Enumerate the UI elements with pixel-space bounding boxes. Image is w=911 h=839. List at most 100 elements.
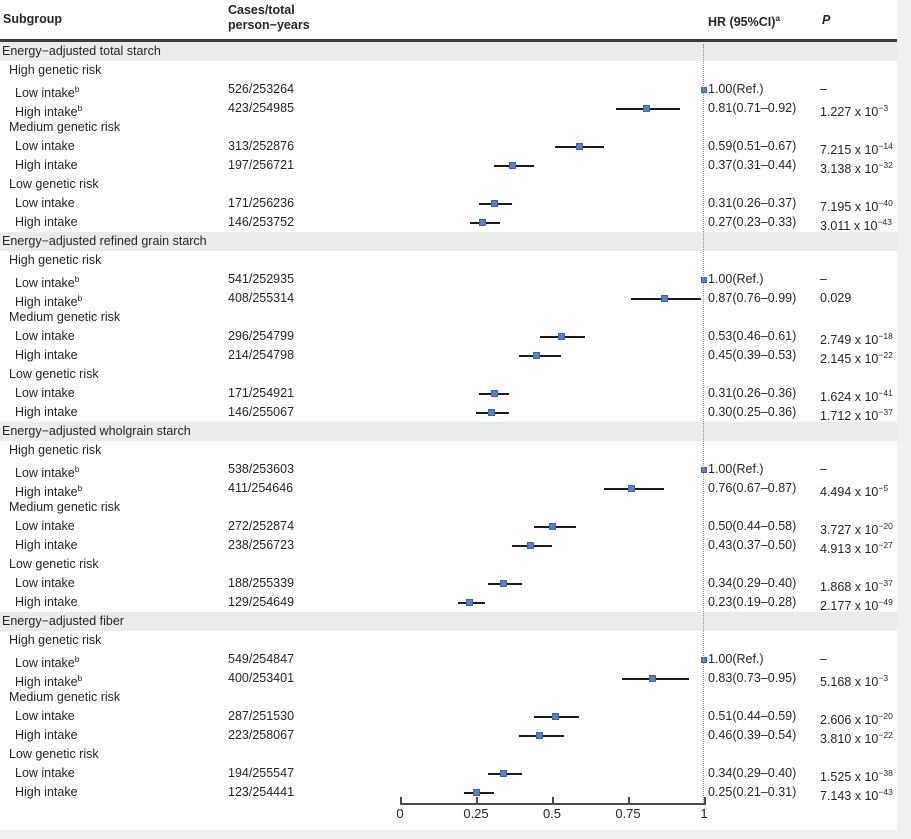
point-estimate-marker — [490, 389, 498, 397]
cases-total: 287/251530 — [228, 709, 295, 723]
cases-total: 272/252874 — [228, 519, 295, 533]
header-divider — [0, 39, 897, 42]
group-row: High genetic risk — [0, 441, 897, 460]
row-label: High intake — [15, 595, 78, 609]
p-value: 2.749 x 10−18 — [820, 331, 893, 348]
row-label: High intake — [15, 158, 78, 172]
cases-total: 146/253752 — [228, 215, 295, 229]
p-value: 1.624 x 10−41 — [820, 388, 893, 405]
group-row: Medium genetic risk — [0, 688, 897, 707]
row-label: Low genetic risk — [9, 177, 99, 191]
data-row: High intake 146/255067 0.30(0.25–0.36) 1.71… — [0, 403, 897, 423]
data-row: Low intake 171/254921 0.31(0.26–0.36) 1.624… — [0, 384, 897, 404]
group-row: Low genetic risk — [0, 175, 897, 194]
section-band: Energy−adjusted total starch — [0, 42, 897, 61]
cases-total: 171/254921 — [228, 386, 295, 400]
p-value: 7.143 x 10−43 — [820, 787, 893, 804]
data-row: High intakeb 408/255314 0.87(0.76–0.99) 0.0… — [0, 289, 897, 309]
row-label: High intake — [15, 405, 78, 419]
group-row: Medium genetic risk — [0, 118, 897, 137]
point-estimate-marker — [660, 294, 668, 302]
row-label: High intake — [15, 785, 78, 799]
data-row: Low intake 313/252876 0.59(0.51–0.67) 7.215… — [0, 137, 897, 157]
section-band: Energy−adjusted wholgrain starch — [0, 422, 897, 441]
cases-total: 538/253603 — [228, 462, 295, 476]
hr-ci-value: 0.83(0.73–0.95) — [708, 671, 797, 685]
row-label: Medium genetic risk — [9, 120, 121, 134]
hr-ci-value: 0.45(0.39–0.53) — [708, 348, 797, 362]
hr-ci-value: 0.37(0.31–0.44) — [708, 158, 797, 172]
data-row: Low intake 272/252874 0.50(0.44–0.58) 3.727… — [0, 517, 897, 537]
row-label: Low intakeb — [15, 654, 80, 671]
hr-ci-value: 1.00(Ref.) — [708, 652, 764, 666]
row-label: High genetic risk — [9, 253, 102, 267]
header-subgroup: Subgroup — [3, 12, 63, 26]
row-label: Low genetic risk — [9, 367, 99, 381]
p-value: 3.011 x 10−43 — [820, 217, 892, 234]
row-label: High genetic risk — [9, 443, 102, 457]
p-value: 5.168 x 10−3 — [820, 673, 889, 690]
axis-tick — [628, 797, 630, 803]
cases-total: 296/254799 — [228, 329, 295, 343]
row-label: High genetic risk — [9, 633, 102, 647]
hr-ci-value: 0.31(0.26–0.37) — [708, 196, 797, 210]
section-band: Energy−adjusted fiber — [0, 612, 897, 631]
row-label: High intake — [15, 728, 78, 742]
group-row: Medium genetic risk — [0, 498, 897, 517]
data-row: Low intakeb 526/253264 1.00(Ref.) – — [0, 80, 897, 100]
row-label: Medium genetic risk — [9, 690, 121, 704]
row-label: High intake — [15, 538, 78, 552]
data-row: High intake 129/254649 0.23(0.19–0.28) 2.17… — [0, 593, 897, 613]
forest-rows: Energy−adjusted total starch High genetic… — [0, 42, 897, 803]
reference-marker — [701, 656, 707, 663]
hr-ci-value: 0.59(0.51–0.67) — [708, 139, 797, 153]
point-estimate-marker — [478, 218, 486, 226]
cases-total: 313/252876 — [228, 139, 295, 153]
hr-ci-value: 0.25(0.21–0.31) — [708, 785, 797, 799]
data-row: High intakeb 411/254646 0.76(0.67–0.87) 4.4… — [0, 479, 897, 499]
hr-ci-value: 0.34(0.29–0.40) — [708, 576, 797, 590]
data-row: High intake 197/256721 0.37(0.31–0.44) 3.13… — [0, 156, 897, 176]
data-row: Low intake 188/255339 0.34(0.29–0.40) 1.868… — [0, 574, 897, 594]
p-value: 7.195 x 10−40 — [820, 198, 893, 215]
axis-tick-label: 0.5 — [542, 806, 562, 821]
axis-tick-label: 0.25 — [463, 806, 489, 821]
p-value: 2.177 x 10−49 — [820, 597, 893, 614]
reference-marker — [701, 86, 707, 93]
row-label: Low intake — [15, 519, 75, 533]
section-band: Energy−adjusted refined grain starch — [0, 232, 897, 251]
cases-total: 188/255339 — [228, 576, 295, 590]
row-label: Low intakeb — [15, 274, 80, 291]
p-value: – — [820, 462, 827, 476]
group-row: Low genetic risk — [0, 555, 897, 574]
point-estimate-marker — [557, 332, 565, 340]
hr-ci-value: 0.30(0.25–0.36) — [708, 405, 797, 419]
cases-total: 146/255067 — [228, 405, 295, 419]
point-estimate-marker — [527, 541, 535, 549]
data-row: Low intakeb 538/253603 1.00(Ref.) – — [0, 460, 897, 480]
point-estimate-marker — [551, 712, 559, 720]
p-value: 0.029 — [820, 291, 852, 305]
row-label: High intake — [15, 215, 78, 229]
cases-total: 223/258067 — [228, 728, 295, 742]
hr-ci-value: 0.34(0.29–0.40) — [708, 766, 797, 780]
p-value: 2.606 x 10−20 — [820, 711, 893, 728]
data-row: High intake 214/254798 0.45(0.39–0.53) 2.14… — [0, 346, 897, 366]
cases-total: 541/252935 — [228, 272, 295, 286]
hr-ci-value: 0.23(0.19–0.28) — [708, 595, 797, 609]
row-label: Low intake — [15, 709, 75, 723]
section-title: Energy−adjusted fiber — [2, 614, 124, 628]
p-value: 1.712 x 10−37 — [820, 407, 893, 424]
table-header: Subgroup Cases/total person−years HR (95… — [0, 0, 897, 40]
p-value: 7.215 x 10−14 — [820, 141, 893, 158]
data-row: High intake 146/253752 0.27(0.23–0.33) 3.01… — [0, 213, 897, 233]
hr-ci-value: 1.00(Ref.) — [708, 272, 764, 286]
p-value: – — [820, 652, 827, 666]
axis-tick-label: 1 — [700, 806, 708, 821]
point-estimate-marker — [499, 769, 507, 777]
axis-tick — [476, 797, 478, 803]
axis-tick — [552, 797, 554, 803]
group-row: Medium genetic risk — [0, 308, 897, 327]
row-label: Low intake — [15, 329, 75, 343]
hr-ci-value: 0.87(0.76–0.99) — [708, 291, 797, 305]
